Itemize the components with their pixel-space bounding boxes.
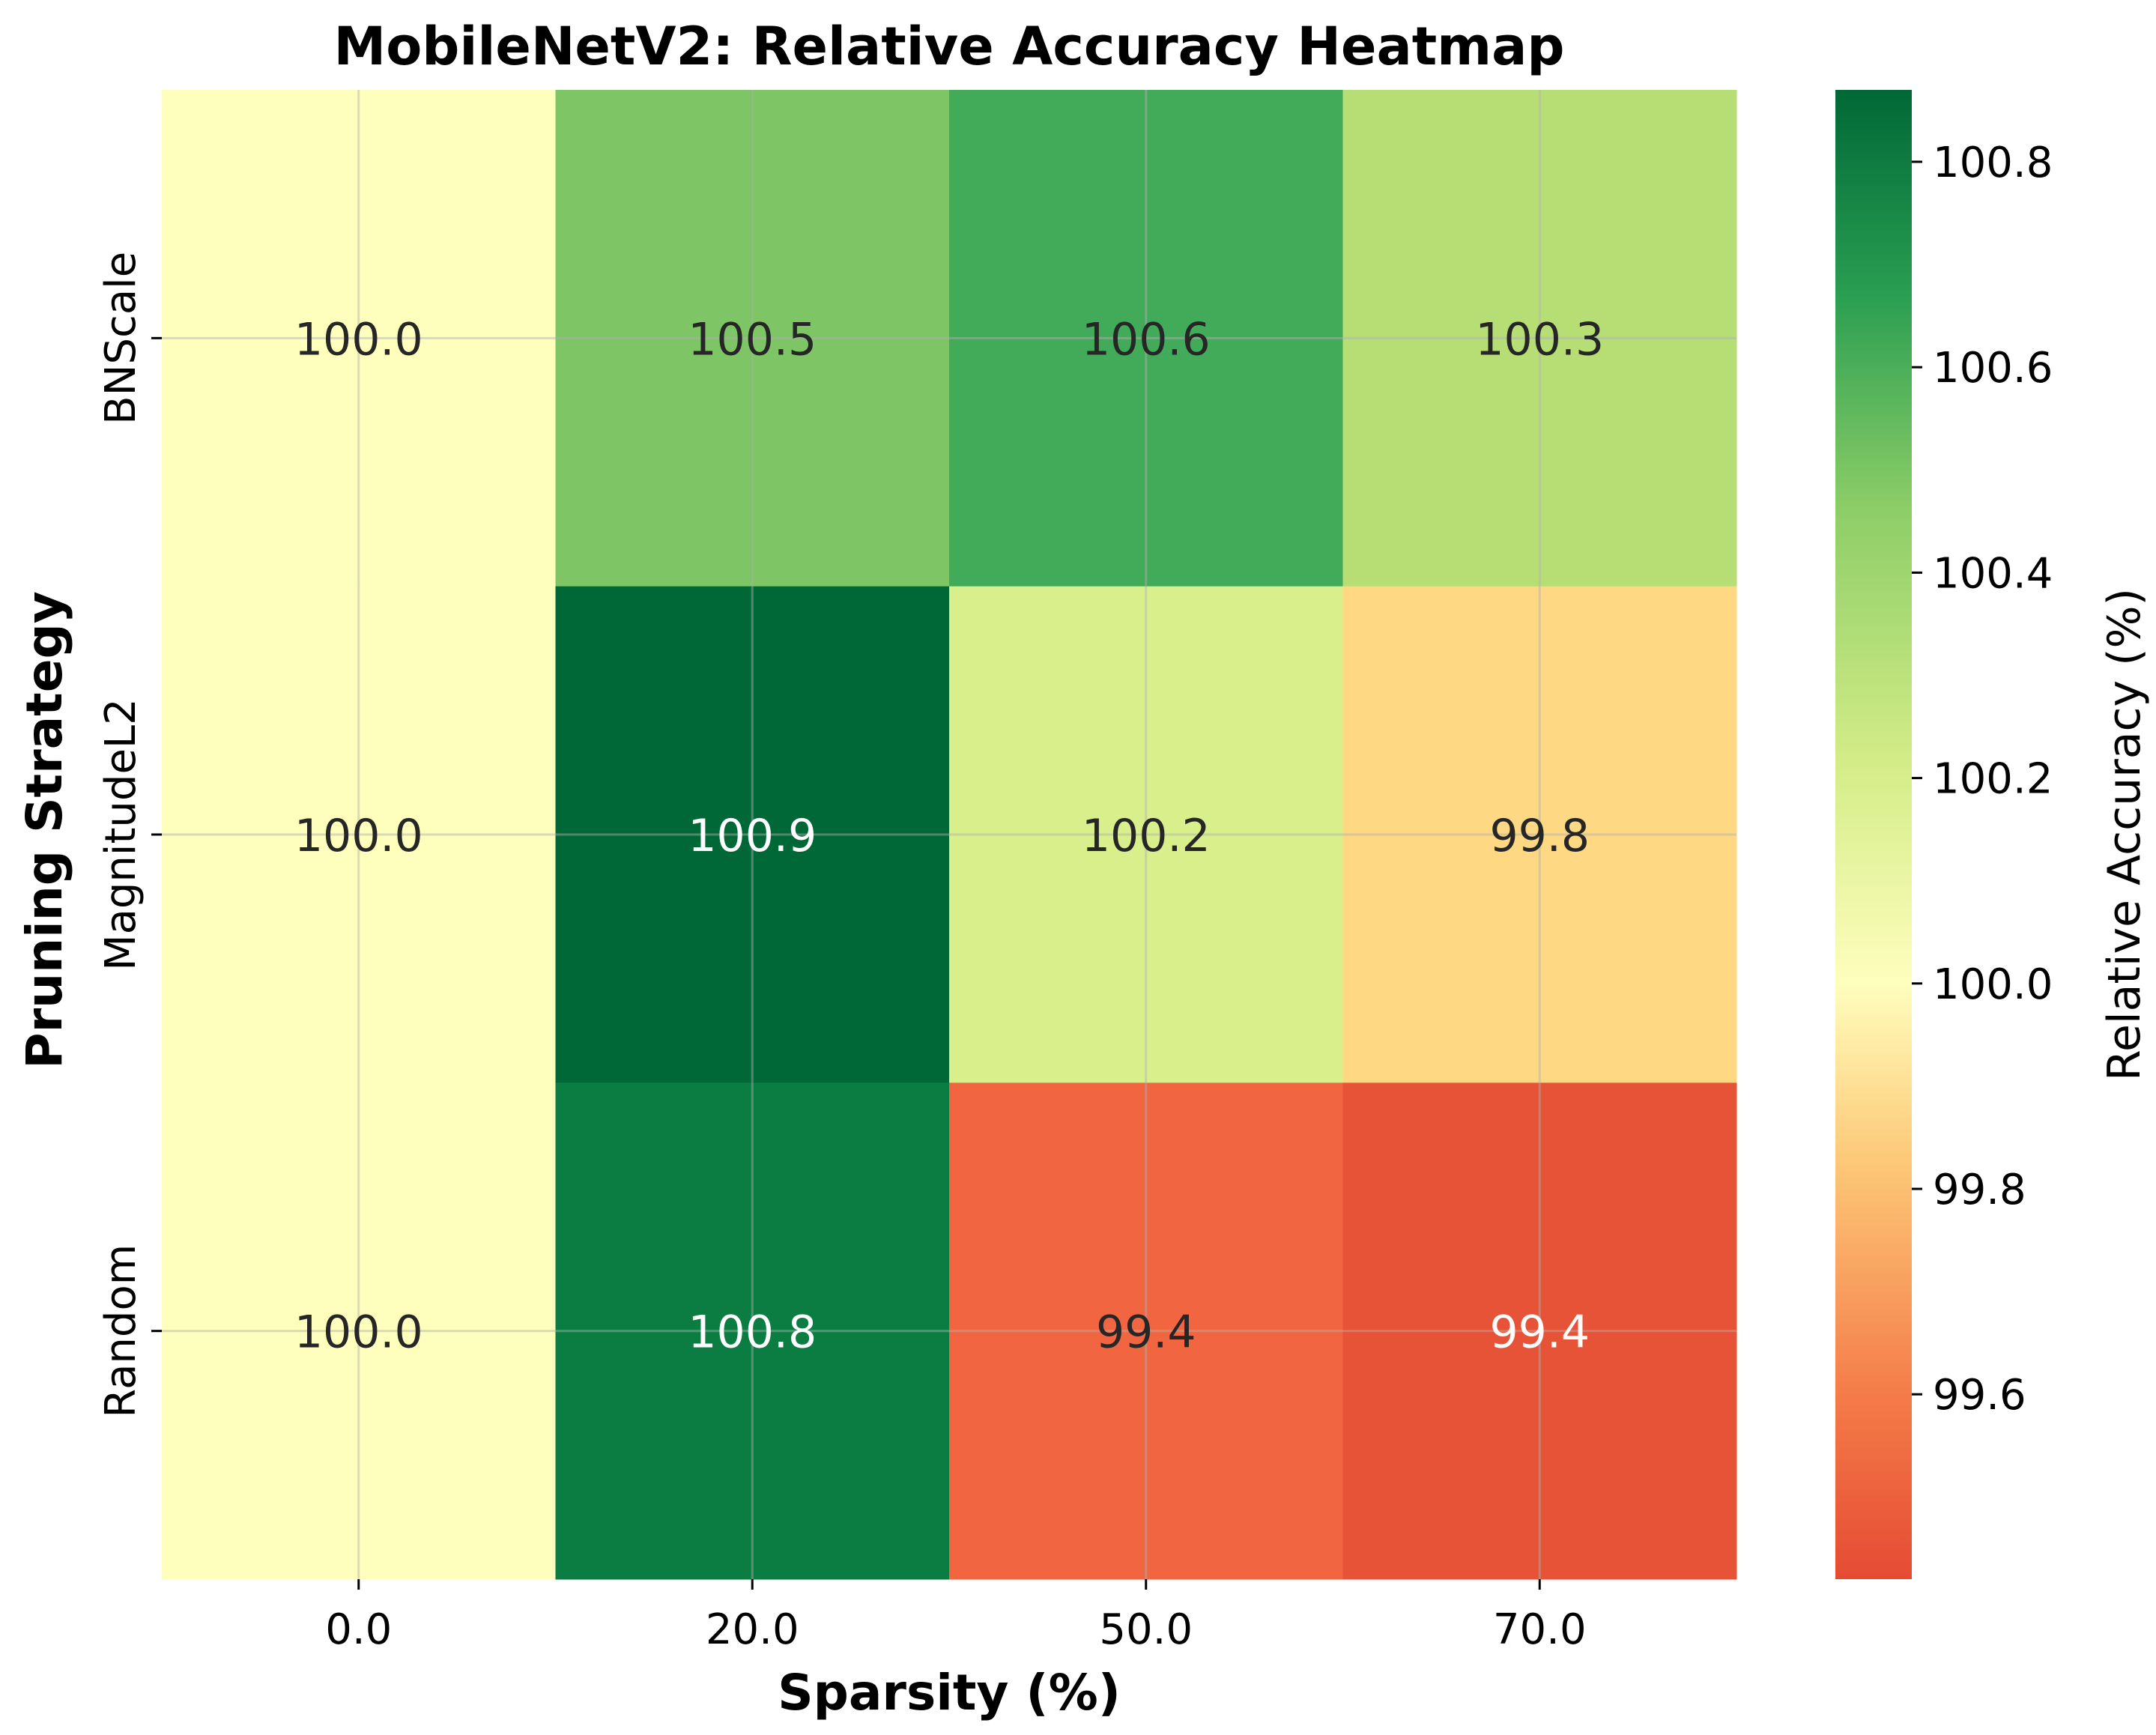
cell-value-label: 99.4 [1096,1306,1196,1359]
heatmap-cell [1342,1083,1737,1580]
y-tick-label: Random [97,1244,145,1418]
cell-value-label: 100.0 [294,313,423,366]
heatmap-cell [162,90,556,587]
heatmap-cell [949,1083,1343,1580]
colorbar-tick-label: 99.8 [1933,1166,2026,1214]
cell-value-label: 100.5 [688,313,817,366]
x-tick-label: 50.0 [1099,1605,1193,1654]
grid-lines [162,90,1736,1579]
heatmap-cell [555,1083,950,1580]
colorbar-tick-label: 100.8 [1933,139,2053,187]
heatmap-cell [555,90,950,587]
y-tick-label: BNScale [97,252,145,425]
colorbar-tick-label: 100.4 [1933,549,2053,598]
cell-value-label: 99.4 [1489,1306,1590,1359]
x-tick-label: 70.0 [1493,1605,1587,1654]
x-axis-label: Sparsity (%) [778,1664,1121,1722]
heatmap-cells [162,90,1737,1580]
y-axis: BNScale MagnitudeL2 Random [97,252,162,1418]
colorbar-tick-label: 99.6 [1933,1371,2026,1420]
heatmap-cell [555,586,950,1083]
heatmap-cell [162,586,556,1083]
cell-value-label: 100.9 [688,810,817,862]
colorbar [1835,90,1912,1579]
colorbar-tick-label: 100.0 [1933,960,2053,1009]
colorbar-label: Relative Accuracy (%) [2098,588,2151,1081]
cell-value-label: 100.0 [294,1306,423,1359]
x-axis: 0.0 20.0 50.0 70.0 [325,1579,1587,1654]
cell-value-label: 100.8 [688,1306,817,1359]
heatmap-cell [162,1083,556,1580]
y-axis-label: Pruning Strategy [16,591,73,1068]
cell-value-label: 100.2 [1082,810,1211,862]
cell-labels: 100.0 100.5 100.6 100.3 100.0 100.9 100.2 99.8 1… [294,313,1604,1358]
x-tick-label: 0.0 [325,1605,392,1654]
cell-value-label: 100.3 [1475,313,1604,366]
x-tick-label: 20.0 [706,1605,799,1654]
colorbar-tick-label: 100.6 [1933,344,2053,393]
chart-title: MobileNetV2: Relative Accuracy Heatmap [334,16,1565,77]
colorbar-tick-label: 100.2 [1933,755,2053,804]
y-tick-label: MagnitudeL2 [97,698,145,971]
heatmap-cell [949,90,1343,587]
heatmap-cell [1342,90,1737,587]
heatmap-cell [1342,586,1737,1083]
cell-value-label: 99.8 [1489,810,1590,862]
cell-value-label: 100.0 [294,810,423,862]
heatmap-cell [949,586,1343,1083]
colorbar-ticks: 99.6 99.8 100.0 100.2 100.4 100.6 100.8 [1912,139,2053,1420]
cell-value-label: 100.6 [1082,313,1211,366]
